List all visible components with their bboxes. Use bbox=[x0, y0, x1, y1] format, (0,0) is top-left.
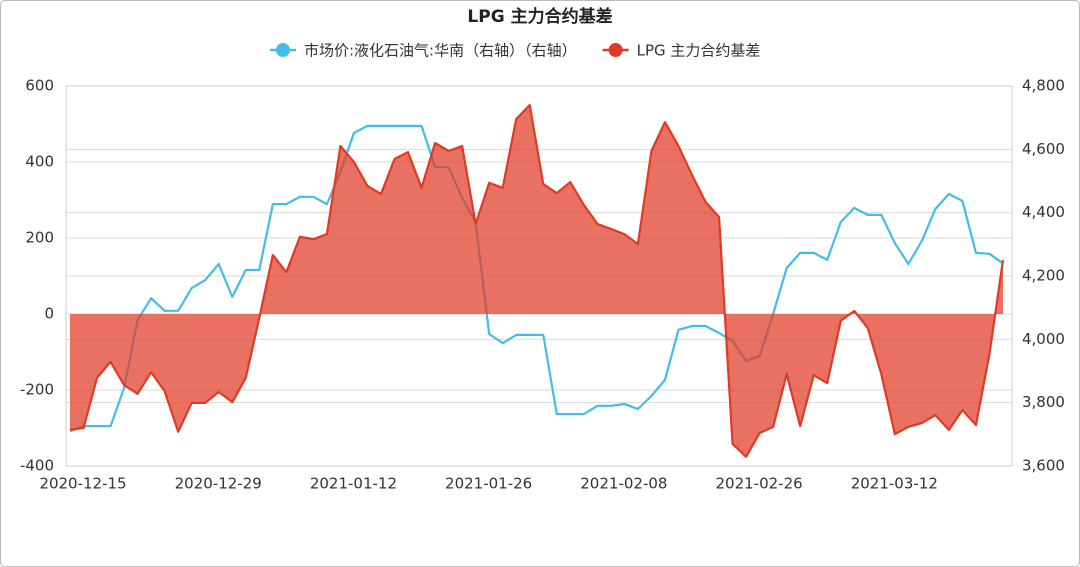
y2-tick-label: 4,200 bbox=[1022, 267, 1065, 285]
x-tick-label: 2021-02-26 bbox=[715, 475, 802, 493]
y-tick-label: 200 bbox=[25, 229, 54, 247]
x-tick-label: 2021-02-08 bbox=[580, 475, 667, 493]
y-tick-label: 0 bbox=[44, 305, 54, 323]
x-tick-label: 2020-12-29 bbox=[175, 475, 262, 493]
y-tick-label: 600 bbox=[25, 77, 54, 95]
y2-tick-label: 4,600 bbox=[1022, 140, 1065, 158]
y2-tick-label: 3,600 bbox=[1022, 457, 1065, 475]
y-tick-label: -400 bbox=[20, 457, 54, 475]
line bbox=[69, 124, 1004, 433]
x-tick-label: 2021-01-12 bbox=[310, 475, 397, 493]
legend-marker bbox=[608, 43, 623, 57]
legend-label: 市场价:液化石油气:华南（右轴）（右轴） bbox=[304, 42, 577, 60]
x-tick-label: 2021-01-26 bbox=[445, 475, 532, 493]
y-tick-label: 400 bbox=[25, 153, 54, 171]
legend-marker bbox=[276, 43, 290, 57]
y2-tick-label: 4,000 bbox=[1022, 330, 1065, 348]
x-tick-label: 2020-12-15 bbox=[39, 475, 126, 493]
plot-frame bbox=[65, 85, 1013, 467]
x-tick-label: 2021-03-12 bbox=[851, 475, 938, 493]
line bbox=[69, 103, 1005, 458]
chart-title: LPG 主力合约基差 bbox=[467, 6, 612, 27]
y2-tick-label: 4,800 bbox=[1022, 77, 1065, 95]
y2-tick-label: 3,800 bbox=[1022, 393, 1065, 411]
y2-tick-label: 4,400 bbox=[1022, 203, 1065, 221]
area bbox=[70, 105, 1003, 457]
legend-label: LPG 主力合约基差 bbox=[637, 42, 761, 60]
y-tick-label: -200 bbox=[20, 381, 54, 399]
